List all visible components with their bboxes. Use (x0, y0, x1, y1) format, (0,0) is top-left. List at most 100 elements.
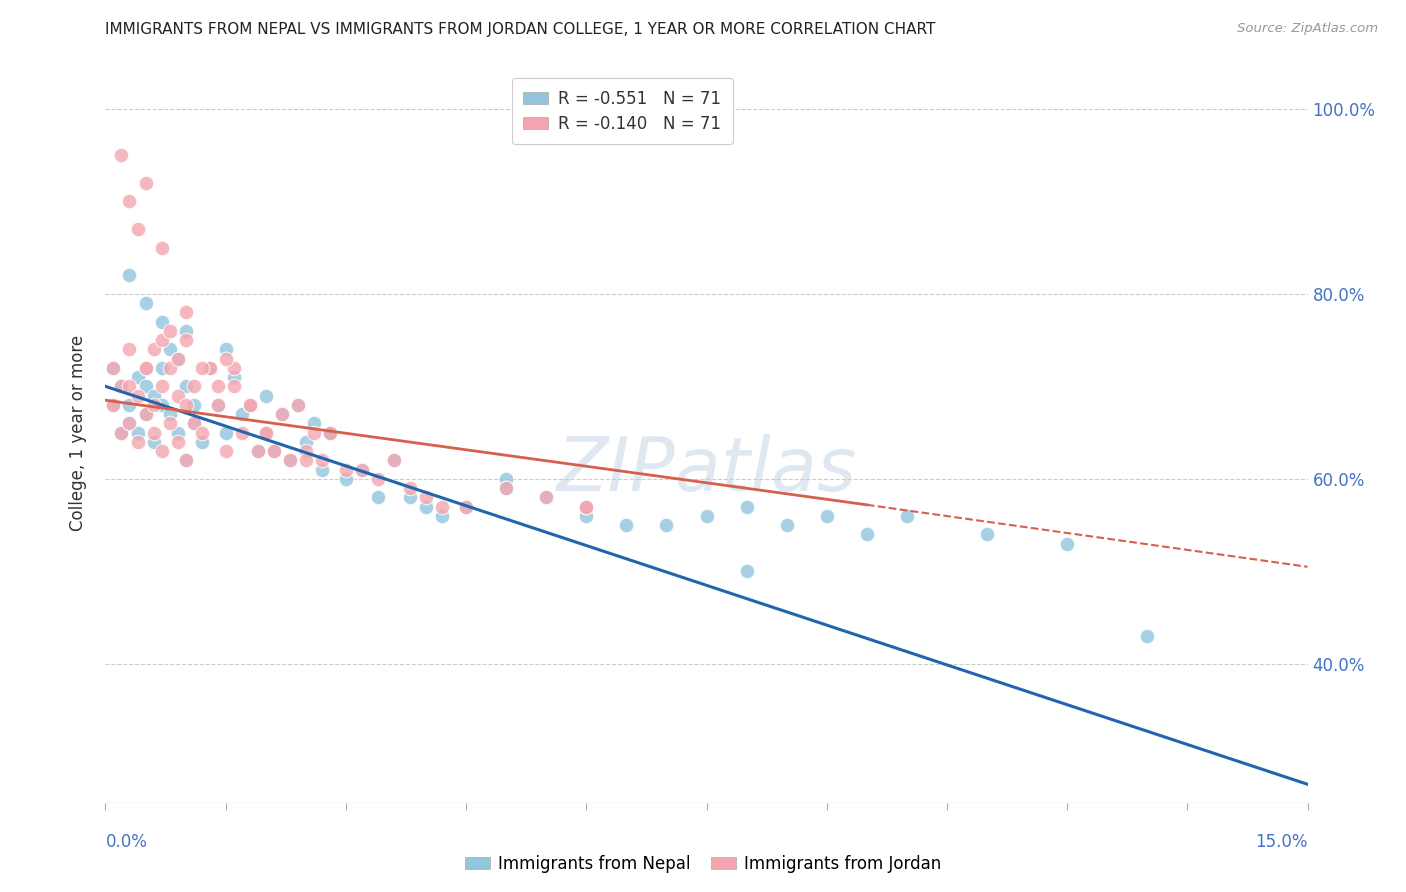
Text: 15.0%: 15.0% (1256, 833, 1308, 851)
Point (350, 463, 373, 477)
Point (103, 360, 125, 375)
Point (254, 389, 277, 403)
Point (110, 148, 132, 162)
Point (382, 453, 405, 467)
Point (430, 500, 453, 514)
Point (367, 491, 389, 505)
Point (127, 370, 149, 384)
Point (311, 453, 333, 467)
Point (135, 379, 157, 393)
Point (270, 407, 292, 421)
Point (127, 222, 149, 236)
Point (855, 527, 877, 541)
Point (103, 360, 125, 375)
Point (207, 398, 229, 412)
Point (263, 444, 285, 458)
Point (150, 444, 173, 458)
Point (159, 343, 181, 357)
Point (174, 333, 197, 347)
Point (174, 398, 197, 412)
Point (222, 379, 245, 393)
Point (118, 343, 141, 357)
Point (287, 398, 309, 412)
Point (231, 425, 253, 440)
Point (127, 425, 149, 440)
Point (311, 463, 333, 477)
Point (696, 508, 718, 523)
Point (159, 417, 181, 431)
Text: ZIPatlas: ZIPatlas (557, 434, 856, 506)
Point (534, 491, 557, 505)
Point (976, 527, 998, 541)
Point (534, 491, 557, 505)
Point (103, 398, 125, 412)
Point (246, 444, 269, 458)
Point (263, 444, 285, 458)
Point (118, 398, 141, 412)
Point (110, 425, 132, 440)
Point (174, 453, 197, 467)
Point (319, 425, 342, 440)
Point (222, 370, 245, 384)
Text: IMMIGRANTS FROM NEPAL VS IMMIGRANTS FROM JORDAN COLLEGE, 1 YEAR OR MORE CORRELAT: IMMIGRANTS FROM NEPAL VS IMMIGRANTS FROM… (105, 22, 936, 37)
Point (118, 194, 141, 209)
Legend: Immigrants from Nepal, Immigrants from Jordan: Immigrants from Nepal, Immigrants from J… (458, 848, 948, 880)
Point (190, 434, 212, 449)
Point (159, 360, 181, 375)
Point (214, 343, 236, 357)
Point (454, 500, 477, 514)
Point (135, 296, 157, 310)
Point (135, 176, 157, 190)
Point (118, 379, 141, 393)
Point (118, 268, 141, 283)
Point (616, 518, 638, 533)
Point (287, 398, 309, 412)
Point (239, 398, 262, 412)
Point (174, 324, 197, 338)
Text: 0.0%: 0.0% (105, 833, 148, 851)
Point (127, 389, 149, 403)
Point (183, 398, 205, 412)
Legend: R = -0.551   N = 71, R = -0.140   N = 71: R = -0.551 N = 71, R = -0.140 N = 71 (512, 78, 733, 145)
Point (270, 407, 292, 421)
Point (495, 472, 517, 486)
Point (367, 472, 389, 486)
Point (174, 305, 197, 319)
Y-axis label: College, 1 year or more: College, 1 year or more (69, 334, 87, 531)
Point (399, 481, 422, 495)
Point (382, 453, 405, 467)
Point (575, 500, 598, 514)
Point (254, 425, 277, 440)
Point (207, 398, 229, 412)
Point (190, 360, 212, 375)
Point (575, 500, 598, 514)
Point (239, 398, 262, 412)
Point (575, 500, 598, 514)
Point (110, 425, 132, 440)
Point (319, 425, 342, 440)
Point (135, 360, 157, 375)
Point (110, 379, 132, 393)
Point (254, 425, 277, 440)
Point (214, 444, 236, 458)
Point (159, 324, 181, 338)
Point (166, 389, 188, 403)
Point (142, 389, 165, 403)
Point (350, 463, 373, 477)
Text: Source: ZipAtlas.com: Source: ZipAtlas.com (1237, 22, 1378, 36)
Point (335, 472, 357, 486)
Point (159, 407, 181, 421)
Point (1056, 537, 1078, 551)
Point (174, 379, 197, 393)
Point (207, 379, 229, 393)
Point (655, 518, 678, 533)
Point (142, 343, 165, 357)
Point (150, 241, 173, 255)
Point (150, 315, 173, 329)
Point (415, 500, 437, 514)
Point (118, 417, 141, 431)
Point (896, 508, 918, 523)
Point (278, 453, 301, 467)
Point (183, 379, 205, 393)
Point (174, 453, 197, 467)
